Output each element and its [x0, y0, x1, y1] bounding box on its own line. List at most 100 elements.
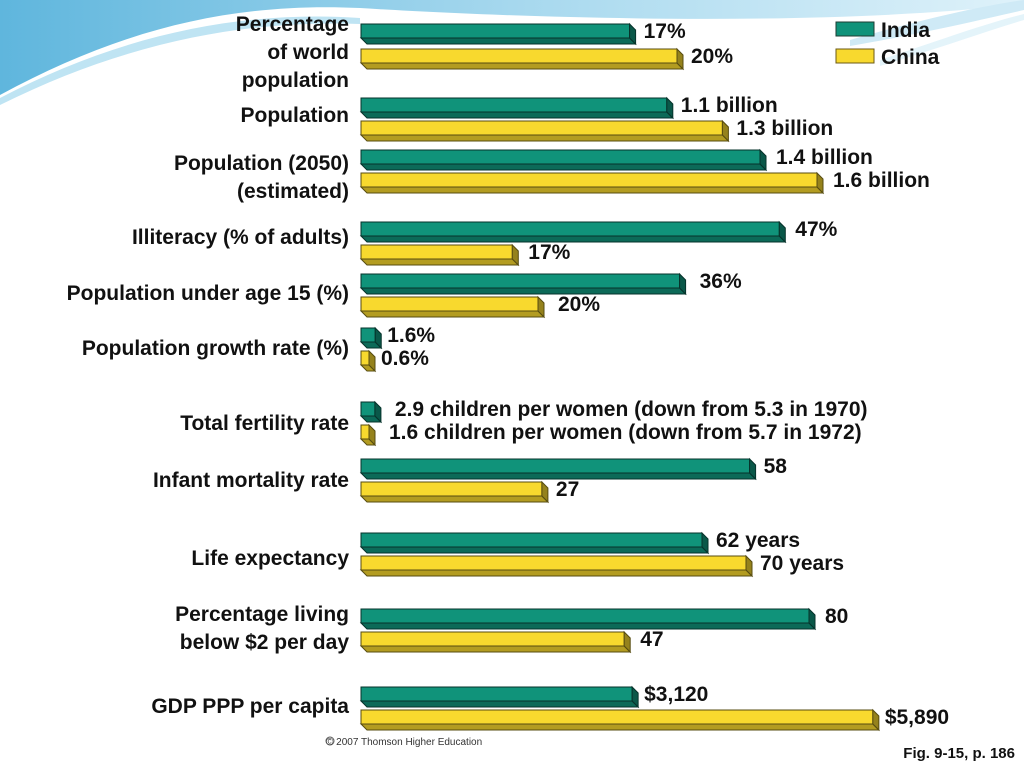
bar-india-7-end [749, 457, 757, 481]
bar-india-2 [359, 148, 768, 172]
bar-china-2-front [360, 172, 818, 188]
bar-india-5 [359, 326, 383, 350]
value-label-china-6: 1.6 children per women (down from 5.7 in… [389, 421, 862, 444]
category-label-2: Population (2050) (estimated) [174, 152, 349, 203]
value-label-india-2: 1.4 billion [776, 146, 873, 169]
value-label-china-1: 1.3 billion [736, 117, 833, 140]
bar-india-9-bottom [359, 622, 817, 630]
bar-china-2 [359, 171, 825, 195]
bar-india-6-end [374, 400, 382, 424]
bar-india-10 [359, 685, 640, 709]
bar-india-2-front [360, 149, 761, 165]
bar-india-1-bottom [359, 111, 675, 119]
category-label-7: Infant mortality rate [153, 469, 349, 492]
legend-label-china: China [881, 46, 940, 69]
bar-china-5-front [360, 350, 370, 366]
bar-china-0-front [360, 48, 678, 64]
bar-china-2-bottom [359, 186, 825, 194]
bar-india-4-front [360, 273, 681, 289]
value-label-china-2: 1.6 billion [833, 169, 930, 192]
category-label-line: (estimated) [237, 180, 349, 203]
category-label-line: Illiteracy (% of adults) [132, 226, 349, 249]
bar-india-3-front [360, 221, 780, 237]
bar-india-5-front [360, 327, 376, 343]
bar-india-0-bottom [359, 37, 637, 45]
bar-china-9-front [360, 631, 625, 647]
value-label-china-9: 47 [640, 628, 663, 651]
legend-swatch-china [835, 48, 875, 64]
legend-label-india: India [881, 19, 930, 42]
value-label-china-5: 0.6% [381, 347, 429, 370]
bar-india-0-end [629, 22, 637, 46]
bar-india-3-bottom [359, 235, 787, 243]
bar-india-8-bottom [359, 546, 710, 554]
category-label-line: Population [241, 104, 350, 127]
bar-china-3-front [360, 244, 513, 260]
value-label-china-3: 17% [528, 241, 570, 264]
bar-india-10-end [631, 685, 639, 709]
bar-china-7-bottom [359, 495, 550, 503]
category-label-1: Population [241, 104, 350, 127]
bar-china-6-front [360, 424, 370, 440]
bar-china-6-end [368, 423, 376, 447]
category-label-line: Population under age 15 (%) [67, 282, 349, 305]
bar-india-1-end [666, 96, 674, 120]
bar-india-10-bottom [359, 700, 640, 708]
category-label-5: Population growth rate (%) [82, 337, 349, 360]
bar-china-10-front [360, 709, 874, 725]
bar-china-0-end [676, 47, 684, 71]
bar-china-4-bottom [359, 310, 546, 318]
category-label-6: Total fertility rate [180, 412, 349, 435]
bar-china-3 [359, 243, 520, 267]
category-label-line: GDP PPP per capita [151, 695, 349, 718]
bar-india-2-bottom [359, 163, 768, 171]
bar-india-4 [359, 272, 687, 296]
bar-china-9 [359, 630, 632, 654]
category-label-line: of world [267, 41, 349, 64]
bar-india-7 [359, 457, 757, 481]
bar-india-2-end [759, 148, 767, 172]
bar-china-4-end [537, 295, 545, 319]
bar-india-4-end [679, 272, 687, 296]
category-label-9: Percentage living below $2 per day [175, 603, 349, 654]
value-label-china-4: 20% [558, 293, 600, 316]
value-label-india-0: 17% [644, 20, 686, 43]
bar-india-6 [359, 400, 383, 424]
bar-india-7-front [360, 458, 751, 474]
value-label-china-7: 27 [556, 478, 579, 501]
bar-china-1 [359, 119, 730, 143]
value-label-china-8: 70 years [760, 552, 844, 575]
value-label-india-9: 80 [825, 605, 848, 628]
category-label-line: Population growth rate (%) [82, 337, 349, 360]
category-labels-layer: Percentage of world population Population Po… [67, 13, 350, 718]
bar-china-8-bottom [359, 569, 754, 577]
bar-china-9-bottom [359, 645, 632, 653]
bar-china-1-end [721, 119, 729, 143]
bar-india-0 [359, 22, 637, 46]
category-label-10: GDP PPP per capita [151, 695, 349, 718]
value-label-india-5: 1.6% [387, 324, 435, 347]
legend-swatch-india [835, 21, 875, 37]
copyright-text: © 2007 Thomson Higher Education [326, 737, 482, 748]
bar-china-3-bottom [359, 258, 520, 266]
category-label-4: Population under age 15 (%) [67, 282, 349, 305]
bar-india-3 [359, 220, 787, 244]
bar-china-10 [359, 708, 881, 732]
bar-india-10-front [360, 686, 633, 702]
bar-india-5-end [374, 326, 382, 350]
bar-china-4-front [360, 296, 539, 312]
bars-layer [359, 22, 881, 732]
value-label-india-4: 36% [700, 270, 742, 293]
bar-china-5 [359, 349, 377, 373]
value-label-india-8: 62 years [716, 529, 800, 552]
bar-india-0-front [360, 23, 631, 39]
bar-india-1-front [360, 97, 668, 113]
category-label-line: Population (2050) [174, 152, 349, 175]
bar-india-8-front [360, 532, 703, 548]
value-label-india-7: 58 [764, 455, 788, 478]
category-label-3: Illiteracy (% of adults) [132, 226, 349, 249]
copyright-icon [325, 736, 335, 746]
